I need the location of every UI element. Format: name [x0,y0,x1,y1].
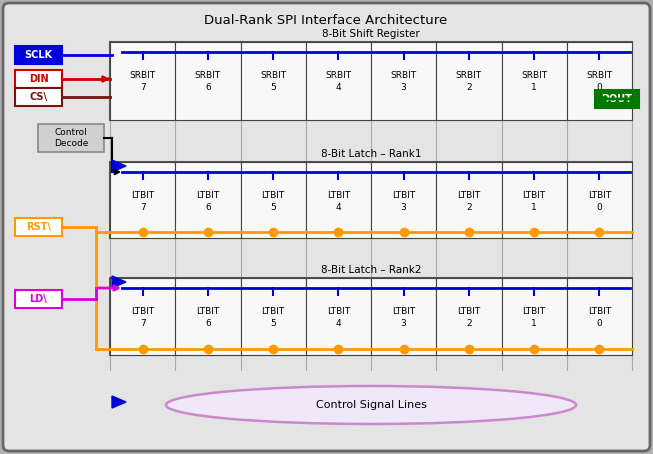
Bar [175,278,240,355]
Bar [15,46,62,64]
Text: LTBIT: LTBIT [326,307,350,316]
Bar [595,90,639,108]
Bar [15,218,62,236]
Text: LTBIT: LTBIT [588,307,611,316]
Text: 5: 5 [270,319,276,328]
Text: LTBIT: LTBIT [131,191,154,199]
Bar [567,278,632,355]
Text: 8-Bit Shift Register: 8-Bit Shift Register [322,29,420,39]
Text: LTBIT: LTBIT [522,307,546,316]
Bar [15,70,62,88]
Text: 4: 4 [336,202,341,212]
Text: 7: 7 [140,319,146,328]
Text: DIN: DIN [29,74,48,84]
Bar [371,162,436,238]
Text: LTBIT: LTBIT [522,191,546,199]
Bar [15,88,62,106]
Bar [502,42,567,120]
Text: LTBIT: LTBIT [326,191,350,199]
Text: LTBIT: LTBIT [197,191,219,199]
Bar [240,42,306,120]
Text: LTBIT: LTBIT [261,191,285,199]
Bar [436,162,502,238]
Text: DOUT: DOUT [601,94,633,104]
Text: LD\: LD\ [29,294,48,304]
Text: 1: 1 [532,202,537,212]
Text: SCLK: SCLK [24,50,52,60]
Text: 0: 0 [596,202,602,212]
Text: CS\: CS\ [29,92,48,102]
Bar [110,162,175,238]
Bar [436,278,502,355]
Text: SRBIT: SRBIT [586,71,613,80]
Bar [175,162,240,238]
Text: SRBIT: SRBIT [129,71,155,80]
Text: 2: 2 [466,84,471,93]
Text: SRBIT: SRBIT [325,71,351,80]
Text: 4: 4 [336,84,341,93]
Text: 4: 4 [336,319,341,328]
Text: 0: 0 [596,319,602,328]
Text: LTBIT: LTBIT [588,191,611,199]
Bar [567,162,632,238]
Text: 3: 3 [401,202,407,212]
Text: 7: 7 [140,202,146,212]
Text: LTBIT: LTBIT [392,307,415,316]
Text: SRBIT: SRBIT [195,71,221,80]
Bar [567,42,632,120]
Bar [110,278,632,355]
Text: 8-Bit Latch – Rank2: 8-Bit Latch – Rank2 [321,265,421,275]
Text: Dual-Rank SPI Interface Architecture: Dual-Rank SPI Interface Architecture [204,14,447,26]
Text: 8-Bit Latch – Rank1: 8-Bit Latch – Rank1 [321,149,421,159]
Bar [110,42,632,120]
Bar [110,278,175,355]
Text: 5: 5 [270,202,276,212]
Text: LTBIT: LTBIT [457,307,481,316]
Text: 6: 6 [205,84,211,93]
Text: LTBIT: LTBIT [197,307,219,316]
Polygon shape [112,160,126,172]
Bar [502,162,567,238]
Text: LTBIT: LTBIT [131,307,154,316]
Polygon shape [112,396,126,408]
Bar [306,42,371,120]
Ellipse shape [166,386,576,424]
Bar [38,124,104,152]
Text: 5: 5 [270,84,276,93]
Text: 6: 6 [205,202,211,212]
Bar [110,162,632,238]
Text: 2: 2 [466,202,471,212]
Text: 1: 1 [532,84,537,93]
Text: RST\: RST\ [26,222,51,232]
Text: LTBIT: LTBIT [392,191,415,199]
Text: 3: 3 [401,84,407,93]
Bar [240,278,306,355]
Bar [436,42,502,120]
Bar [502,278,567,355]
Text: Control
Decode: Control Decode [54,128,88,148]
Bar [306,278,371,355]
FancyBboxPatch shape [3,3,650,451]
Text: 6: 6 [205,319,211,328]
Bar [110,42,175,120]
Polygon shape [112,276,126,288]
Text: SRBIT: SRBIT [456,71,482,80]
Bar [371,42,436,120]
Bar [15,290,62,308]
Text: SRBIT: SRBIT [390,71,417,80]
Text: 1: 1 [532,319,537,328]
Bar [175,42,240,120]
Text: 7: 7 [140,84,146,93]
Text: LTBIT: LTBIT [457,191,481,199]
Text: 2: 2 [466,319,471,328]
Bar [371,278,436,355]
Text: 3: 3 [401,319,407,328]
Bar [306,162,371,238]
Text: SRBIT: SRBIT [521,71,547,80]
Text: SRBIT: SRBIT [260,71,286,80]
Text: 0: 0 [596,84,602,93]
Text: LTBIT: LTBIT [261,307,285,316]
Bar [240,162,306,238]
Text: Control Signal Lines: Control Signal Lines [315,400,426,410]
